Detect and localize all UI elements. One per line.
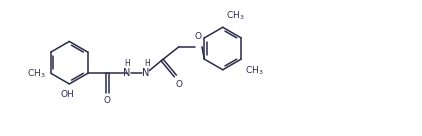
Text: CH$_3$: CH$_3$	[226, 10, 245, 22]
Text: O: O	[176, 80, 182, 89]
Text: O: O	[195, 32, 202, 41]
Text: OH: OH	[60, 90, 74, 99]
Text: O: O	[104, 96, 111, 105]
Text: CH$_3$: CH$_3$	[245, 64, 263, 77]
Text: H: H	[124, 59, 130, 68]
Text: N: N	[143, 68, 150, 78]
Text: CH$_3$: CH$_3$	[27, 67, 46, 80]
Text: N: N	[123, 68, 130, 78]
Text: H: H	[144, 59, 150, 68]
